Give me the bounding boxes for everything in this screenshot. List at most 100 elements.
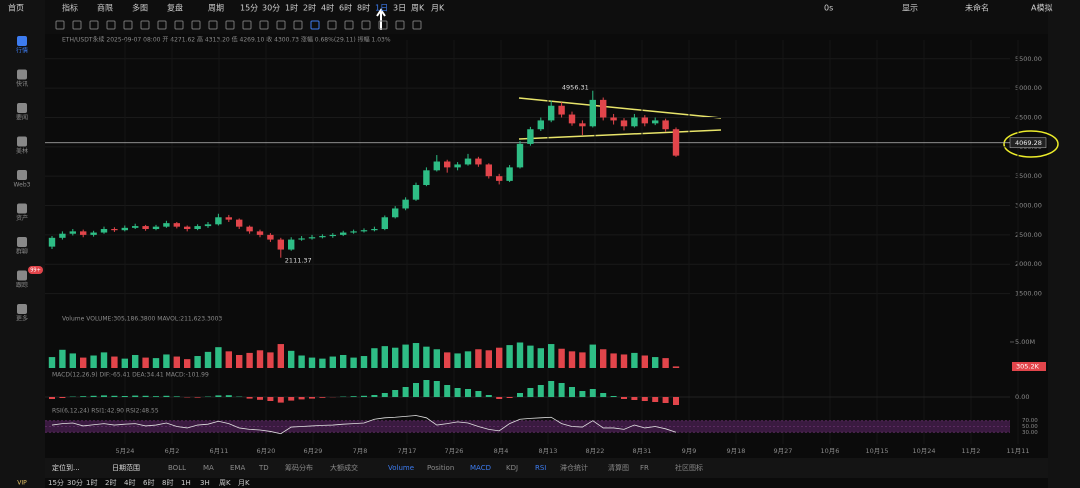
sidebar-label[interactable]: 要闻 [16,114,28,122]
tool-icon[interactable] [259,20,269,30]
sidebar-label[interactable]: 快讯 [16,80,28,88]
top-right-item[interactable]: 显示 [902,4,918,13]
volume-bar [516,342,524,368]
tool-icon[interactable] [157,20,167,30]
bottom-tab[interactable]: 筹码分布 [285,463,313,472]
tool-icon[interactable] [225,20,235,30]
bottom-period[interactable]: 1H [181,479,191,487]
tool-icon[interactable] [378,20,388,30]
tool-icon[interactable] [55,20,65,30]
sidebar-label[interactable]: 群聊 [16,248,28,256]
bottom-tab[interactable]: 滞仓统计 [560,463,588,472]
candle-body [340,232,347,235]
bottom-tab[interactable]: TD [258,464,269,472]
bottom-period[interactable]: 周K [219,479,231,487]
macd-bar [132,395,139,397]
bottom-period[interactable]: 8时 [162,478,173,487]
tool-icon[interactable] [72,20,82,30]
bottom-tab[interactable]: Position [427,464,454,472]
period-button[interactable]: 15分 [240,4,258,13]
bottom-tab[interactable]: RSI [535,464,546,472]
bottom-period[interactable]: 月K [238,479,250,487]
sidebar-icon[interactable] [17,36,27,46]
tool-icon[interactable] [310,20,320,30]
tool-icon[interactable] [242,20,252,30]
sidebar-icon[interactable] [17,136,27,147]
sidebar-label[interactable]: 更多 [16,315,28,323]
period-button[interactable]: 8时 [357,3,370,13]
bottom-period[interactable]: 15分 [48,478,64,487]
bottom-tab[interactable]: BOLL [168,464,186,472]
bottom-tab[interactable]: KDJ [506,464,518,472]
bottom-tab[interactable]: 清算图 [608,463,629,472]
period-button[interactable]: 1日 [375,4,388,13]
sidebar-icon[interactable] [17,103,27,113]
period-button[interactable]: 4时 [321,3,334,13]
sidebar-label[interactable]: 资产 [16,214,28,222]
sidebar-icon[interactable] [17,304,27,314]
tool-button[interactable]: 指标 [62,3,78,13]
tool-icon[interactable] [208,20,218,30]
bottom-tab[interactable]: FR [640,464,649,472]
volume-bar [464,351,472,368]
tool-icon[interactable] [123,20,133,30]
tool-icon[interactable] [395,20,405,30]
tool-icon[interactable] [327,20,337,30]
bottom-tab[interactable]: EMA [230,464,245,472]
macd-bar [537,385,544,397]
tool-icon[interactable] [106,20,116,30]
period-label[interactable]: 周期 [208,4,224,13]
sidebar-icon[interactable] [17,170,27,180]
sidebar-label[interactable]: 美林 [16,147,28,155]
tool-icon[interactable] [89,20,99,30]
tool-icon[interactable] [361,20,371,30]
sidebar-label[interactable]: Web3 [14,182,31,189]
top-right-item[interactable]: A模拟 [1031,3,1052,13]
bottom-period[interactable]: 30分 [67,478,83,487]
tool-button[interactable]: 商限 [97,3,113,13]
period-button[interactable]: 2时 [303,3,316,13]
tool-icon[interactable] [276,20,286,30]
sidebar-icon[interactable] [17,237,27,247]
tool-icon[interactable] [344,20,354,30]
vip[interactable]: VIP [17,480,27,487]
candle-body [246,226,253,232]
bottom-period[interactable]: 2时 [105,478,116,487]
sidebar-icon[interactable] [17,203,27,214]
period-button[interactable]: 1时 [285,3,298,13]
period-button[interactable]: 3日 [393,4,406,13]
sidebar-icon[interactable] [17,270,27,281]
period-button[interactable]: 月K [431,4,445,13]
bottom-tab[interactable]: Volume [388,464,414,472]
bottom-period[interactable]: 1时 [86,478,97,487]
top-right-item[interactable]: 0s [824,4,833,13]
tool-icon[interactable] [140,20,150,30]
period-button[interactable]: 6时 [339,3,352,13]
tool-button[interactable]: 多图 [132,3,148,13]
sidebar-label[interactable]: 行情 [16,47,28,55]
x-tick-label: 7月8 [353,447,368,455]
sidebar-label[interactable]: 跟踪 [16,281,28,289]
bottom-tab[interactable]: 定位到... [52,463,80,472]
period-button[interactable]: 30分 [262,4,280,13]
bottom-tab[interactable]: 社区图标 [675,463,703,472]
bottom-tab[interactable]: MA [203,464,214,472]
tool-icon[interactable] [174,20,184,30]
macd-bar [673,397,679,405]
bottom-tab[interactable]: 大额成交 [330,463,358,472]
sidebar-icon[interactable] [17,69,27,80]
tool-icon[interactable] [412,20,422,30]
bottom-tab[interactable]: MACD [470,464,491,472]
bottom-tab[interactable]: 日期范围 [112,463,140,472]
bottom-period[interactable]: 3H [200,479,210,487]
tool-icon[interactable] [293,20,303,30]
candle-body [111,229,118,231]
bottom-period[interactable]: 4时 [124,478,135,487]
top-right-item[interactable]: 未命名 [965,3,989,13]
x-tick-label: 6月11 [210,447,229,455]
tool-button[interactable]: 复盘 [167,3,183,13]
period-button[interactable]: 周K [411,4,425,13]
tool-icon[interactable] [191,20,201,30]
bottom-period[interactable]: 6时 [143,478,154,487]
home-link[interactable]: 首页 [8,3,24,13]
